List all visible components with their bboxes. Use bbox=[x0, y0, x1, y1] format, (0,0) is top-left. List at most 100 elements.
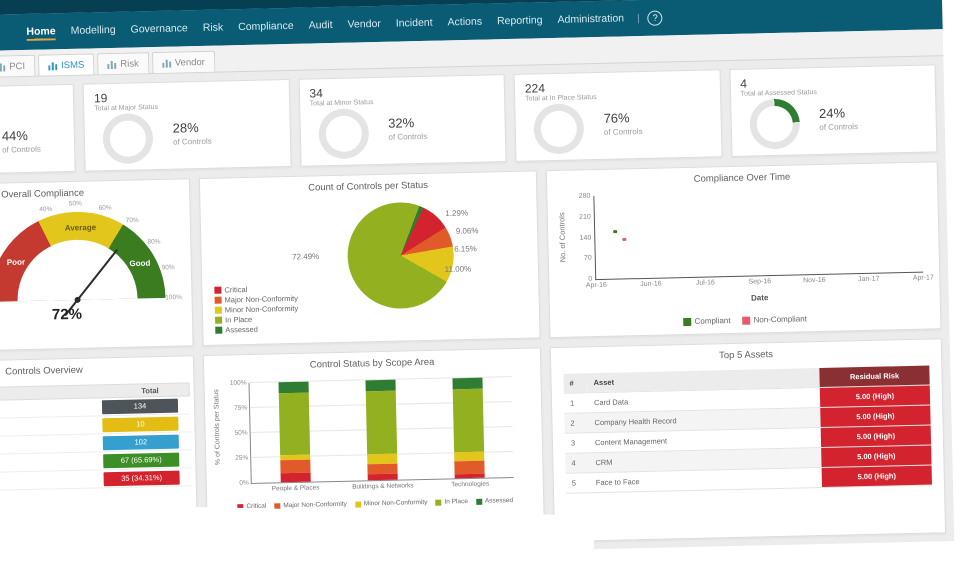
tab-pci[interactable]: PCI bbox=[0, 55, 35, 77]
gauge-band-label: Poor bbox=[7, 258, 25, 267]
legend-item-assessed[interactable]: Assessed bbox=[215, 324, 299, 335]
card-title: Compliance Over Time bbox=[547, 168, 937, 188]
bar-chart-icon bbox=[48, 61, 57, 70]
stacked-bar-technologies bbox=[453, 378, 485, 479]
risk-badge: 5.00 (High) bbox=[822, 466, 932, 487]
kpi-label: Total at Major Status bbox=[94, 104, 158, 112]
legend-label: In Place bbox=[225, 315, 252, 325]
x-tick-label: Nov-16 bbox=[803, 277, 826, 285]
legend-swatch bbox=[215, 327, 222, 334]
help-icon[interactable]: ? bbox=[647, 10, 662, 25]
bar-segment-critical[interactable] bbox=[368, 474, 398, 481]
card-title: Controls Overview bbox=[5, 365, 83, 378]
bar-segment-assessed[interactable] bbox=[453, 378, 483, 390]
header-cell-: # bbox=[563, 373, 587, 393]
risk-badge: 5.00 (High) bbox=[821, 426, 931, 447]
nav-item-compliance[interactable]: Compliance bbox=[238, 20, 294, 33]
y-tick-label: 70 bbox=[584, 255, 592, 262]
legend-swatch bbox=[215, 317, 222, 324]
legend-item-minor-non-conformity[interactable]: Minor Non-Conformity bbox=[215, 304, 299, 315]
nav-item-vendor[interactable]: Vendor bbox=[347, 18, 381, 31]
legend-swatch bbox=[435, 499, 441, 505]
bar-segment-major-non-conformity[interactable] bbox=[455, 461, 485, 475]
category-label: Technologies bbox=[451, 481, 489, 489]
y-axis-label: No. of Controls bbox=[557, 187, 568, 287]
legend-swatch bbox=[215, 297, 222, 304]
legend-item-minor-non-conformity[interactable]: Minor Non-Conformity bbox=[355, 499, 428, 508]
nav-menu: Home Modelling Governance Risk Compliance Aud… bbox=[26, 12, 624, 39]
bar-segment-in-place[interactable] bbox=[278, 393, 309, 456]
x-tick-label: Jul-16 bbox=[696, 279, 715, 286]
gauge-tick-label: 50% bbox=[69, 200, 82, 207]
card-title: Overall Compliance bbox=[1, 188, 84, 201]
total-cell: 10 bbox=[102, 416, 178, 432]
nav-item-administration[interactable]: Administration bbox=[557, 12, 624, 26]
tab-isms[interactable]: ISMS bbox=[38, 53, 95, 75]
nav-item-risk[interactable]: Risk bbox=[203, 21, 224, 33]
tab-vendor[interactable]: Vendor bbox=[152, 51, 216, 73]
kpi-percent-caption: of Controls bbox=[604, 127, 643, 137]
nav-item-governance[interactable]: Governance bbox=[130, 22, 187, 35]
pie-slice-label: 11.00% bbox=[445, 264, 472, 274]
bar-segment-major-non-conformity[interactable] bbox=[367, 464, 397, 475]
kpi-total: 34 bbox=[309, 86, 323, 100]
legend-item-assessed[interactable]: Assessed bbox=[476, 497, 513, 505]
bar-segment-assessed[interactable] bbox=[278, 382, 308, 394]
nav-item-audit[interactable]: Audit bbox=[308, 19, 332, 32]
bar-segment-critical[interactable] bbox=[455, 474, 485, 479]
header-cell-residual-risk: Residual Risk bbox=[819, 366, 929, 387]
bar-segment-assessed[interactable] bbox=[365, 380, 395, 392]
gauge-value: 72% bbox=[52, 306, 82, 324]
nav-item-reporting[interactable]: Reporting bbox=[497, 14, 543, 27]
bar-segment-critical[interactable] bbox=[280, 473, 310, 483]
legend-item-major-non-conformity[interactable]: Major Non-Conformity bbox=[215, 294, 299, 305]
category-label: Buildings & Networks bbox=[352, 482, 414, 490]
legend-item-critical[interactable]: Critical bbox=[214, 284, 298, 295]
status-pie-chart[interactable] bbox=[346, 201, 454, 309]
legend-item-compliant[interactable]: Compliant bbox=[683, 316, 730, 326]
legend-swatch bbox=[215, 307, 222, 314]
risk-badge: 5.00 (High) bbox=[820, 406, 930, 427]
kpi-percent-value: 76% bbox=[603, 110, 642, 126]
legend-label: Major Non-Conformity bbox=[283, 501, 347, 509]
table-row[interactable]: 35 (34.31%) bbox=[0, 468, 192, 491]
legend-label: Major Non-Conformity bbox=[225, 294, 299, 305]
legend-swatch bbox=[683, 317, 691, 325]
gauge-tick-label: 70% bbox=[126, 217, 139, 224]
legend-item-non-compliant[interactable]: Non-Compliant bbox=[742, 314, 807, 324]
gauge-pivot bbox=[75, 297, 81, 303]
bar-segment-in-place[interactable] bbox=[366, 391, 397, 455]
tab-risk[interactable]: Risk bbox=[97, 52, 149, 74]
legend-label: Compliant bbox=[694, 316, 730, 326]
nav-item-incident[interactable]: Incident bbox=[396, 17, 433, 30]
nav-item-modelling[interactable]: Modelling bbox=[71, 24, 116, 37]
kpi-percentage: 32%of Controls bbox=[388, 115, 427, 142]
card-title: Count of Controls per Status bbox=[200, 177, 536, 196]
legend-item-in-place[interactable]: In Place bbox=[435, 498, 468, 506]
kpi-total: 19 bbox=[94, 91, 108, 105]
legend-item-in-place[interactable]: In Place bbox=[215, 314, 299, 325]
bar-segment-minor-non-conformity[interactable] bbox=[367, 454, 397, 465]
row-label-clipped bbox=[0, 479, 104, 482]
risk-badge: 5.00 (High) bbox=[821, 446, 931, 467]
bar-segment-major-non-conformity[interactable] bbox=[280, 460, 310, 474]
kpi-label: Total at Minor Status bbox=[310, 99, 374, 107]
kpi-label: Total at Assessed Status bbox=[741, 89, 817, 98]
kpi-percentage: 24%of Controls bbox=[819, 105, 858, 132]
pie-slice-label: 9.06% bbox=[456, 226, 479, 236]
nav-item-actions[interactable]: Actions bbox=[447, 16, 482, 29]
card-title: Top 5 Assets bbox=[551, 345, 941, 365]
pie-slice-label: 72.49% bbox=[292, 252, 319, 262]
bar-segment-in-place[interactable] bbox=[453, 389, 484, 453]
legend-label: Assessed bbox=[485, 497, 513, 505]
nav-item-home[interactable]: Home bbox=[26, 25, 55, 39]
asset-rank: 4 bbox=[565, 453, 589, 473]
legend-label: Assessed bbox=[225, 325, 258, 335]
legend-swatch bbox=[476, 498, 482, 504]
